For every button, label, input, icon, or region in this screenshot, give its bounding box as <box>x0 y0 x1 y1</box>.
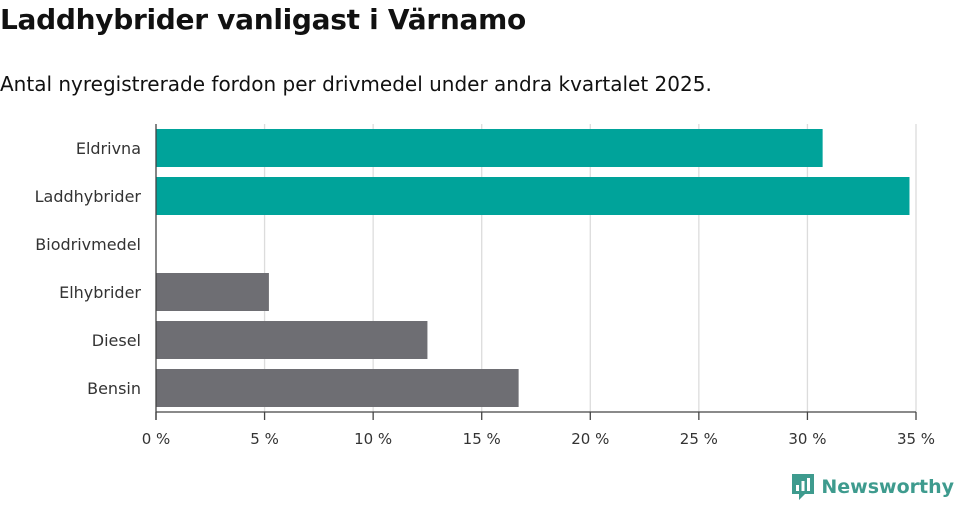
x-tick-label: 35 % <box>897 430 935 448</box>
x-tick-label: 5 % <box>250 430 279 448</box>
x-tick-label: 30 % <box>788 430 826 448</box>
newsworthy-brand-name: Newsworthy <box>821 476 954 498</box>
bar <box>156 273 269 311</box>
bar-chart: Eldrivna Laddhybrider Biodrivmedel Elhybrid… <box>35 124 935 448</box>
category-label: Elhybrider <box>59 283 141 302</box>
category-label: Laddhybrider <box>35 187 142 206</box>
newsworthy-logo: Newsworthy <box>791 473 954 501</box>
x-tick-label: 25 % <box>680 430 718 448</box>
bar <box>156 321 428 359</box>
category-label: Eldrivna <box>76 139 141 158</box>
category-label: Diesel <box>92 331 141 350</box>
category-label: Biodrivmedel <box>35 235 141 254</box>
x-tick-label: 20 % <box>571 430 609 448</box>
x-tick-label: 0 % <box>142 430 171 448</box>
chart-title: Laddhybrider vanligast i Värnamo <box>0 3 526 36</box>
x-tick-label: 15 % <box>463 430 501 448</box>
chart-subtitle: Antal nyregistrerade fordon per drivmede… <box>0 72 712 96</box>
x-tick-label: 10 % <box>354 430 392 448</box>
bar <box>156 369 519 407</box>
bar <box>156 177 910 215</box>
category-label: Bensin <box>87 379 141 398</box>
bar <box>156 129 823 167</box>
newsworthy-logo-icon <box>792 474 815 500</box>
